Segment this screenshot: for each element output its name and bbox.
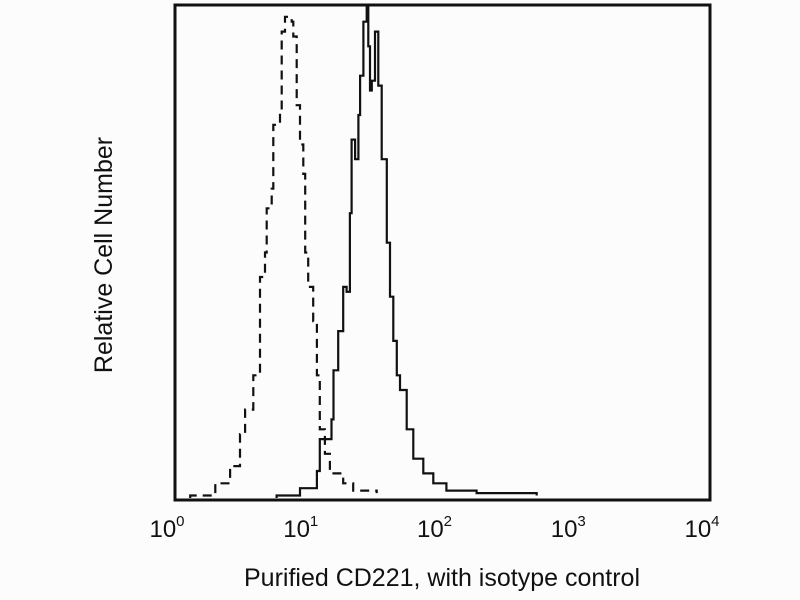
x-axis-label: Purified CD221, with isotype control	[244, 564, 640, 592]
plot-frame	[173, 3, 712, 502]
y-axis-label: Relative Cell Number	[90, 137, 118, 373]
x-tick-labels: 100 101 102 103 104	[149, 513, 719, 543]
series-line-isotype-control	[189, 15, 378, 498]
series-layer	[189, 5, 538, 498]
x-tick-label: 101	[283, 513, 318, 543]
series-line-cd221	[275, 5, 538, 498]
x-tick-label: 103	[551, 513, 586, 543]
x-tick-label: 104	[684, 513, 719, 543]
x-tick-label: 100	[149, 513, 184, 543]
x-tick-label: 102	[417, 513, 452, 543]
